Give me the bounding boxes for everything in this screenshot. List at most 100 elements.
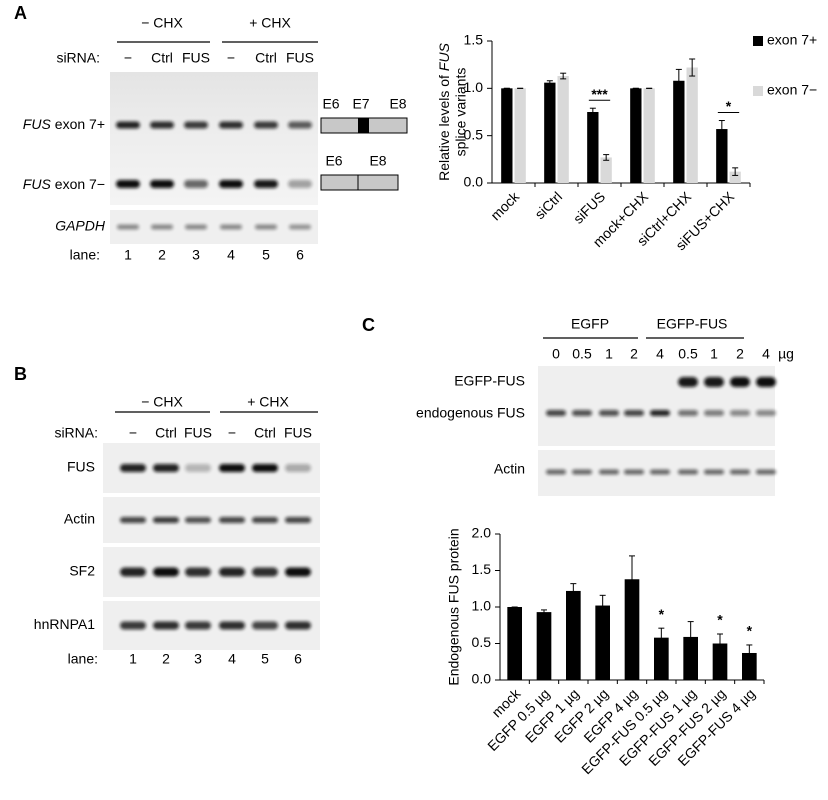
gel-band [219,464,245,472]
gel-band [184,121,208,129]
y-tick-label: 1.5 [472,561,492,577]
row-label: hnRNPA1 [34,616,95,632]
unit-label: µg [778,346,794,362]
legend-swatch [753,36,763,46]
x-tick-label: siCtrl [531,188,565,222]
gel-band [285,621,311,630]
gel-strip [110,210,318,244]
row-label: exon 7+ [55,116,105,132]
gel-band [185,464,211,472]
gel-band [704,410,724,416]
gel-band [678,410,698,416]
bar [507,607,522,680]
gel-band [252,567,278,577]
row-label: Actin [64,511,95,527]
gel-band [572,469,592,475]
legend-label: exon 7− [767,82,817,98]
dose-label: 1 [605,346,613,362]
gel-band [220,224,242,230]
sirna-label: siRNA: [54,425,98,441]
gel-band [120,567,146,577]
gel-band [730,410,750,416]
bar [683,636,698,680]
dose-label: 0.5 [572,346,592,362]
lane-number: 2 [158,247,166,263]
gel-band [650,410,670,416]
bar [514,88,526,183]
gel-band [572,410,592,416]
bar [536,612,552,680]
gel-band [599,410,619,416]
sirna-label: Ctrl [254,425,276,441]
sirna-label: Ctrl [151,50,173,66]
bar [716,129,728,183]
y-tick-label: 2.0 [472,525,492,541]
y-axis-label: Relative levels of FUS [436,42,452,180]
exon-label: E6 [322,96,339,112]
gel-band [254,121,278,129]
gel-band [624,469,644,475]
lane-number: 3 [192,247,200,263]
gel-band [219,121,243,129]
y-axis-label: splice variants [453,68,469,157]
exon-label: E8 [369,153,386,169]
gel-band [730,469,750,475]
dose-label: 2 [736,346,744,362]
y-tick-label: 0.5 [464,126,484,142]
gel-band [219,180,243,188]
gel-band [546,410,566,416]
gel-band [756,377,776,387]
gel-band [116,180,140,188]
x-tick-label: siFUS [570,188,608,226]
gel-band [219,517,245,523]
y-tick-label: 0.0 [472,671,492,687]
treatment-label: + CHX [249,15,291,31]
gel-band [756,469,776,475]
sirna-label: siRNA: [56,50,100,66]
exon-7 [358,118,369,133]
dose-label: 4 [656,346,664,362]
gel-band [252,621,278,630]
gel-band [252,464,278,472]
y-axis-label: Relative levels of [436,75,452,181]
row-label: exon 7− [55,176,105,192]
gel-band [185,224,207,230]
bar [673,80,685,183]
gel-band [150,121,174,129]
gel-band [254,180,278,188]
gel-band [185,621,211,630]
gel-band [219,567,245,577]
gene-name: FUS [436,42,452,71]
lane-number: 6 [296,247,304,263]
gel-band [120,621,146,630]
gel-band [285,464,311,472]
lane-number: 1 [124,247,132,263]
gel-band [184,180,208,188]
y-tick-label: 0.5 [472,634,492,650]
group-label: EGFP [571,316,609,332]
bar [654,637,669,680]
gel-band [288,180,312,188]
sirna-label: − [228,425,236,441]
exon-label: E8 [389,96,406,112]
significance-mark: * [726,98,732,114]
exon-label: E6 [325,153,342,169]
bar [729,171,741,183]
gel-band [255,224,277,230]
row-label: GAPDH [55,218,106,234]
row-label: FUS exon 7+ [23,116,105,132]
bar [566,590,581,680]
treatment-label: − CHX [141,394,183,410]
sirna-label: FUS [284,425,312,441]
bar [742,652,757,680]
bar [544,82,556,183]
dose-label: 1 [710,346,718,362]
bar [686,67,698,183]
y-tick-label: 0.0 [464,174,484,190]
row-label: FUS exon 7− [23,176,105,192]
bar [630,88,642,183]
gene-name: FUS [23,176,52,192]
gel-band [288,121,312,129]
lane-number: 4 [228,651,236,667]
sirna-label: − [129,425,137,441]
